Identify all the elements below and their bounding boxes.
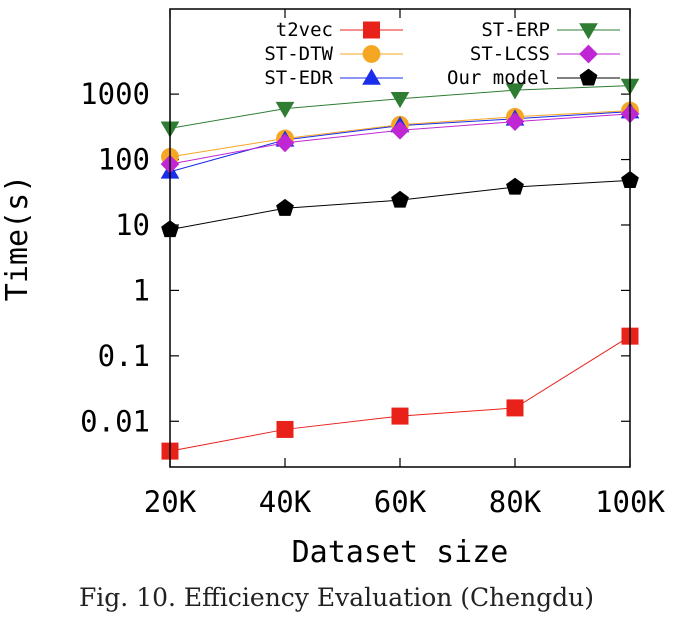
legend-label-t2vec: t2vec — [276, 19, 333, 41]
y-tick-label: 0.01 — [80, 404, 150, 438]
legend-marker-st-erp — [579, 23, 598, 40]
x-axis-label: Dataset size — [292, 535, 509, 570]
y-tick-label: 100 — [98, 143, 150, 177]
data-point-st-erp — [505, 83, 525, 100]
legend-marker-st-lcss — [579, 44, 598, 64]
data-point-st-erp — [390, 91, 410, 109]
legend-label-st-edr: ST-EDR — [264, 67, 333, 89]
y-tick-label: 1 — [133, 273, 150, 307]
y-axis-label: Time(s) — [0, 175, 35, 301]
plot-frame — [169, 8, 631, 468]
data-point-our-model — [276, 198, 294, 216]
figure-caption: Fig. 10. Efficiency Evaluation (Chengdu) — [78, 583, 595, 612]
data-point-t2vec — [506, 399, 524, 417]
legend-marker-our-model — [579, 68, 598, 86]
x-tick-label: 40K — [259, 485, 312, 519]
x-tick-label: 60K — [374, 485, 427, 519]
legend-label-st-lcss: ST-LCSS — [470, 43, 550, 65]
legend-label-st-dtw: ST-DTW — [264, 43, 333, 65]
legend-label-our-model: Our model — [447, 67, 550, 89]
x-tick-label: 80K — [489, 485, 542, 519]
data-point-our-model — [391, 190, 409, 208]
x-tick-labels: 20K 40K 60K 80K 100K — [144, 485, 666, 519]
data-point-t2vec — [391, 407, 409, 425]
legend-marker-st-edr — [362, 68, 381, 85]
legend-marker-st-dtw — [362, 45, 381, 63]
data-point-st-erp — [275, 101, 295, 118]
y-tick-label: 10 — [115, 208, 150, 242]
data-point-our-model — [506, 177, 524, 195]
data-point-st-lcss — [390, 120, 410, 140]
series-lines — [169, 85, 631, 452]
x-tick-label: 20K — [144, 485, 197, 519]
series-line-t2vec — [169, 335, 631, 452]
data-point-t2vec — [276, 420, 294, 438]
series-markers — [160, 78, 640, 460]
x-tick-label: 100K — [595, 485, 665, 519]
y-tick-label: 0.1 — [98, 339, 150, 373]
y-tick-label: 1000 — [80, 77, 150, 111]
legend-marker-t2vec — [363, 21, 380, 39]
data-point-st-lcss — [275, 133, 295, 153]
data-point-st-lcss — [505, 112, 525, 131]
legend-label-st-erp: ST-ERP — [481, 19, 550, 41]
y-tick-labels: 0.01 0.1 1 10 100 1000 — [80, 77, 150, 438]
